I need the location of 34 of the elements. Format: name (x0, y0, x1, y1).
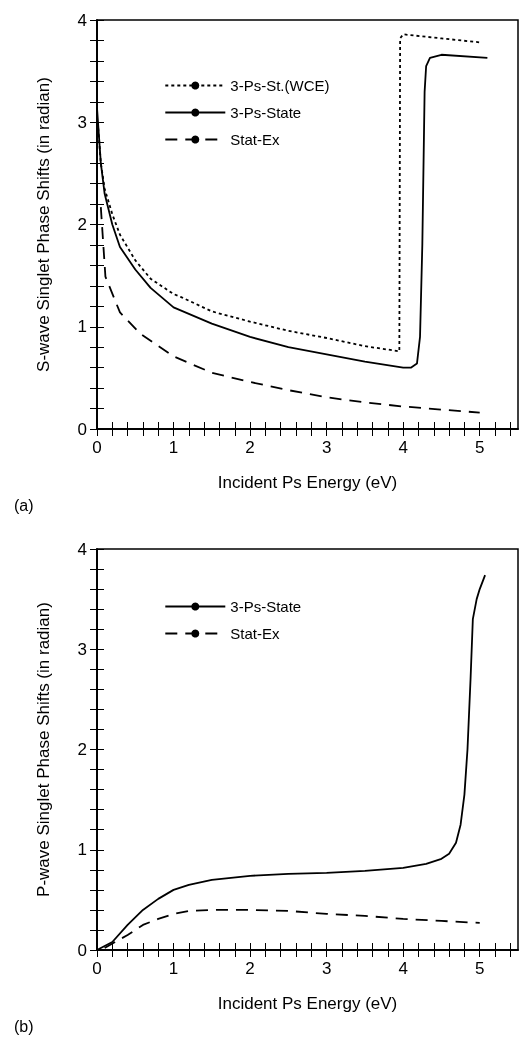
x-tick-label: 2 (245, 438, 255, 457)
x-axis-title: Incident Ps Energy (eV) (217, 994, 398, 1013)
x-tick-label: 2 (245, 959, 255, 978)
y-tick-label: 2 (77, 740, 87, 759)
y-tick-label: 0 (77, 940, 87, 960)
y-axis-title: P-wave Singlet Phase Shifts (in radian) (34, 602, 53, 897)
legend-label: 3-Ps-State (230, 597, 302, 615)
x-tick-label: 3 (321, 959, 332, 978)
y-tick-label: 3 (77, 112, 87, 132)
y-tick-label: 1 (77, 840, 87, 860)
y-tick-label: 2 (77, 215, 87, 234)
y-tick-label: 0 (77, 419, 87, 439)
text: (b) (14, 1017, 34, 1035)
legend-label: 3-Ps-State (230, 103, 302, 121)
line-series (99, 206, 481, 414)
y-tick-label: 4 (77, 10, 87, 30)
x-tick-label: 1 (168, 438, 179, 457)
legend-label: Stat-Ex (230, 130, 280, 148)
x-tick-label: 5 (474, 959, 485, 978)
text: (a) (14, 496, 34, 514)
x-tick-label: 3 (321, 438, 332, 457)
x-tick-label: 4 (398, 959, 408, 978)
x-axis-title: Incident Ps Energy (eV) (217, 473, 398, 492)
x-tick-label: 1 (168, 959, 179, 978)
y-tick-label: 3 (77, 639, 87, 659)
x-tick-label: 0 (92, 959, 102, 978)
y-tick-label: 4 (77, 539, 87, 559)
legend-label: Stat-Ex (230, 624, 280, 642)
x-tick-label: 0 (92, 438, 102, 457)
y-tick-label: 1 (77, 317, 87, 337)
x-tick-label: 5 (474, 438, 485, 457)
x-tick-label: 4 (398, 438, 408, 457)
legend-label: 3-Ps-St.(WCE) (230, 76, 330, 94)
y-axis-title: S-wave Singlet Phase Shifts (in radian) (34, 77, 53, 372)
